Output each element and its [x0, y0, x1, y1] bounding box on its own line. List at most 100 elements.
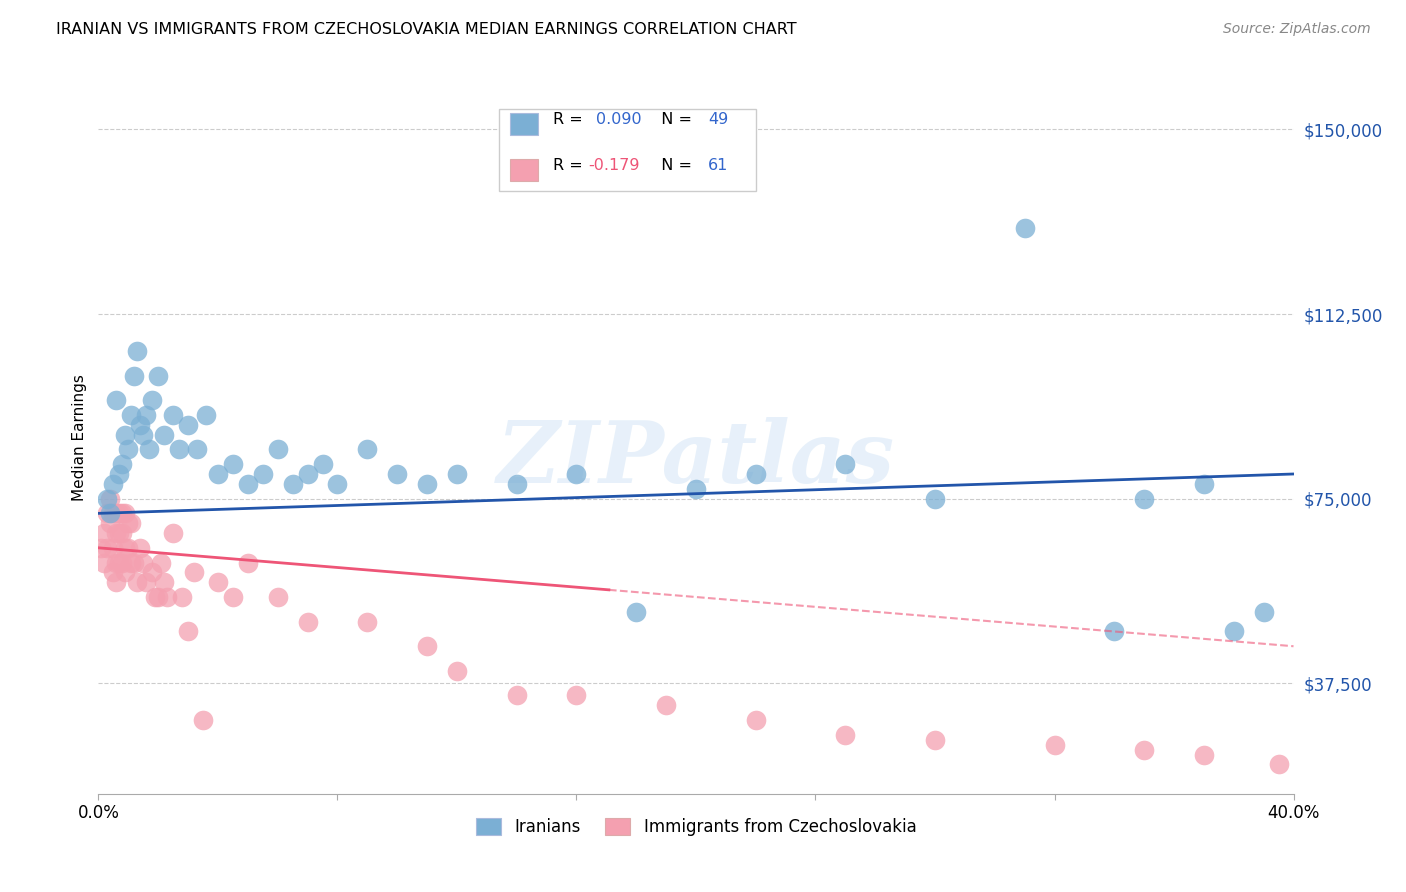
Text: -0.179: -0.179	[589, 159, 640, 173]
Point	[108, 556, 131, 570]
Point	[93, 556, 115, 570]
Point	[105, 526, 128, 541]
Point	[98, 516, 122, 531]
Point	[114, 541, 136, 555]
Point	[446, 467, 468, 481]
Point	[924, 732, 946, 747]
Point	[626, 605, 648, 619]
Point	[506, 476, 529, 491]
Text: N =: N =	[651, 112, 697, 127]
Point	[117, 541, 139, 555]
Point	[120, 556, 142, 570]
Point	[98, 491, 122, 506]
Point	[416, 639, 439, 653]
Point	[96, 491, 118, 506]
Point	[172, 590, 194, 604]
Text: R =: R =	[553, 159, 588, 173]
Text: 0.090: 0.090	[596, 112, 641, 127]
Point	[124, 556, 146, 570]
Text: N =: N =	[651, 159, 697, 173]
Point	[1192, 747, 1215, 762]
Point	[129, 541, 152, 555]
Point	[153, 575, 176, 590]
Point	[148, 590, 170, 604]
Text: Source: ZipAtlas.com: Source: ZipAtlas.com	[1223, 22, 1371, 37]
Point	[90, 541, 112, 555]
Point	[924, 491, 946, 506]
Point	[311, 457, 333, 471]
Point	[1014, 221, 1036, 235]
Point	[108, 467, 131, 481]
Point	[356, 615, 378, 629]
Point	[834, 728, 856, 742]
Point	[156, 590, 179, 604]
Point	[103, 476, 125, 491]
Point	[385, 467, 409, 481]
Point	[356, 442, 378, 457]
Point	[108, 507, 131, 521]
Point	[506, 689, 529, 703]
Point	[1267, 757, 1289, 772]
Legend: Iranians, Immigrants from Czechoslovakia: Iranians, Immigrants from Czechoslovakia	[463, 805, 929, 850]
Point	[1253, 605, 1275, 619]
Point	[103, 507, 125, 521]
Point	[186, 442, 208, 457]
Point	[96, 541, 118, 555]
Point	[150, 556, 173, 570]
Point	[1223, 624, 1246, 639]
Point	[108, 526, 131, 541]
FancyBboxPatch shape	[499, 109, 756, 191]
Point	[153, 427, 176, 442]
Point	[105, 507, 128, 521]
Point	[1043, 738, 1066, 752]
Point	[1192, 476, 1215, 491]
Point	[135, 575, 157, 590]
Point	[177, 417, 200, 432]
Point	[1104, 624, 1126, 639]
Point	[281, 476, 304, 491]
Point	[834, 457, 856, 471]
Point	[1133, 742, 1156, 756]
Point	[565, 689, 588, 703]
Point	[1133, 491, 1156, 506]
Point	[236, 476, 259, 491]
FancyBboxPatch shape	[509, 159, 538, 181]
Point	[124, 368, 146, 383]
Point	[105, 556, 128, 570]
Text: 49: 49	[709, 112, 728, 127]
Point	[141, 566, 163, 580]
Point	[93, 526, 115, 541]
Point	[207, 575, 229, 590]
Point	[267, 590, 290, 604]
Point	[195, 408, 218, 422]
Point	[207, 467, 229, 481]
Point	[111, 457, 134, 471]
Point	[191, 713, 214, 727]
Point	[141, 393, 163, 408]
Point	[167, 442, 190, 457]
Point	[222, 590, 245, 604]
Point	[162, 526, 184, 541]
Text: R =: R =	[553, 112, 588, 127]
Point	[446, 664, 468, 678]
Point	[177, 624, 200, 639]
Point	[105, 575, 128, 590]
Point	[297, 615, 319, 629]
Point	[416, 476, 439, 491]
Point	[114, 566, 136, 580]
Point	[745, 467, 768, 481]
Point	[138, 442, 160, 457]
Point	[222, 457, 245, 471]
Point	[297, 467, 319, 481]
Text: IRANIAN VS IMMIGRANTS FROM CZECHOSLOVAKIA MEDIAN EARNINGS CORRELATION CHART: IRANIAN VS IMMIGRANTS FROM CZECHOSLOVAKI…	[56, 22, 797, 37]
Point	[120, 408, 142, 422]
Point	[105, 393, 128, 408]
Point	[326, 476, 349, 491]
Text: 61: 61	[709, 159, 728, 173]
Point	[127, 575, 149, 590]
Point	[120, 516, 142, 531]
Point	[148, 368, 170, 383]
Point	[103, 541, 125, 555]
Point	[132, 556, 155, 570]
Point	[143, 590, 166, 604]
